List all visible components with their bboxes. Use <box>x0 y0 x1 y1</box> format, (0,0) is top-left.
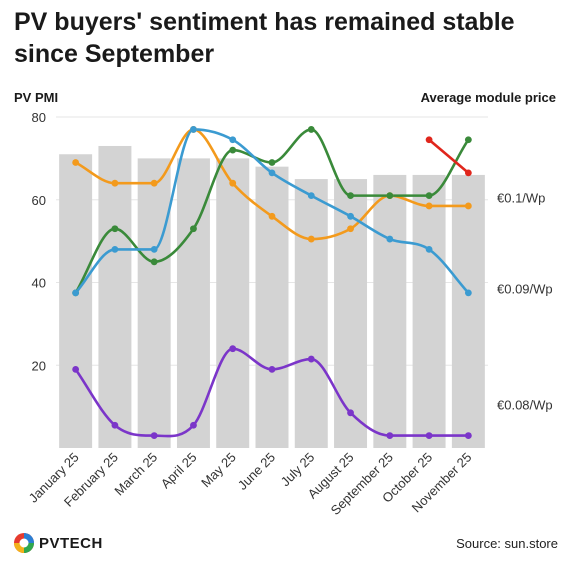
x-tick-label: March 25 <box>111 450 160 499</box>
data-point-green <box>150 258 158 266</box>
data-point-orange <box>307 235 315 243</box>
data-point-blue <box>111 246 119 253</box>
bar <box>294 179 328 448</box>
pvtech-logo: PVTECH <box>13 532 103 554</box>
bar <box>98 145 132 448</box>
data-point-purple <box>347 409 354 417</box>
data-point-blue <box>307 192 315 200</box>
data-point-purple <box>386 432 394 439</box>
data-point-orange <box>72 159 80 166</box>
right-tick-label: €0.09/Wp <box>497 282 553 297</box>
data-point-blue <box>347 212 354 220</box>
y-tick-label: 60 <box>32 193 46 208</box>
data-point-green <box>111 225 119 233</box>
data-point-blue <box>425 246 433 253</box>
data-point-blue <box>190 126 197 133</box>
data-point-blue <box>464 289 472 297</box>
data-point-green <box>386 192 394 200</box>
data-point-purple <box>425 432 433 439</box>
data-point-purple <box>72 365 80 373</box>
data-point-purple <box>307 355 315 363</box>
data-point-blue <box>229 136 237 144</box>
bar <box>216 158 250 448</box>
chart-title: PV buyers' sentiment has remained stable… <box>14 8 515 68</box>
data-point-orange <box>111 179 119 187</box>
x-tick-label: June 25 <box>235 450 278 493</box>
data-point-purple <box>268 365 276 373</box>
data-point-blue <box>72 289 80 297</box>
data-point-blue <box>150 246 158 253</box>
data-point-purple <box>229 345 237 353</box>
y-axis-label-left: PV PMI <box>14 90 58 105</box>
bar <box>451 174 485 449</box>
data-point-purple <box>111 421 119 429</box>
data-point-green <box>268 159 276 166</box>
data-point-red <box>464 169 472 177</box>
data-point-green <box>425 192 433 200</box>
x-tick-label: May 25 <box>198 450 239 491</box>
data-point-orange <box>229 179 237 187</box>
data-point-orange <box>464 202 472 210</box>
data-point-red <box>425 136 433 144</box>
right-tick-label: €0.1/Wp <box>497 191 545 206</box>
data-point-green <box>307 126 315 133</box>
bar <box>137 158 171 448</box>
series-line-blue <box>74 128 470 294</box>
data-point-orange <box>150 179 158 187</box>
data-point-green <box>190 225 197 233</box>
data-point-purple <box>464 432 472 439</box>
y-tick-label: 40 <box>32 276 46 291</box>
logo-text: PVTECH <box>39 534 103 552</box>
data-point-orange <box>425 202 433 210</box>
bar <box>59 154 93 449</box>
series-line-red <box>428 138 470 174</box>
data-point-purple <box>190 421 197 429</box>
bar <box>412 174 446 449</box>
source-label: Source: sun.store <box>456 536 558 551</box>
data-point-orange <box>347 225 354 233</box>
data-point-green <box>464 136 472 144</box>
right-tick-label: €0.08/Wp <box>497 398 553 413</box>
y-axis-label-right: Average module price <box>421 90 556 105</box>
data-point-orange <box>268 212 276 220</box>
data-point-green <box>347 192 354 200</box>
data-point-blue <box>386 235 394 243</box>
bar <box>373 174 407 449</box>
data-point-purple <box>150 432 158 439</box>
data-point-green <box>229 146 237 154</box>
x-tick-label: April 25 <box>158 450 200 492</box>
logo-icon <box>14 533 34 553</box>
y-tick-label: 20 <box>32 358 46 373</box>
data-point-blue <box>268 169 276 177</box>
y-tick-label: 80 <box>32 110 46 125</box>
